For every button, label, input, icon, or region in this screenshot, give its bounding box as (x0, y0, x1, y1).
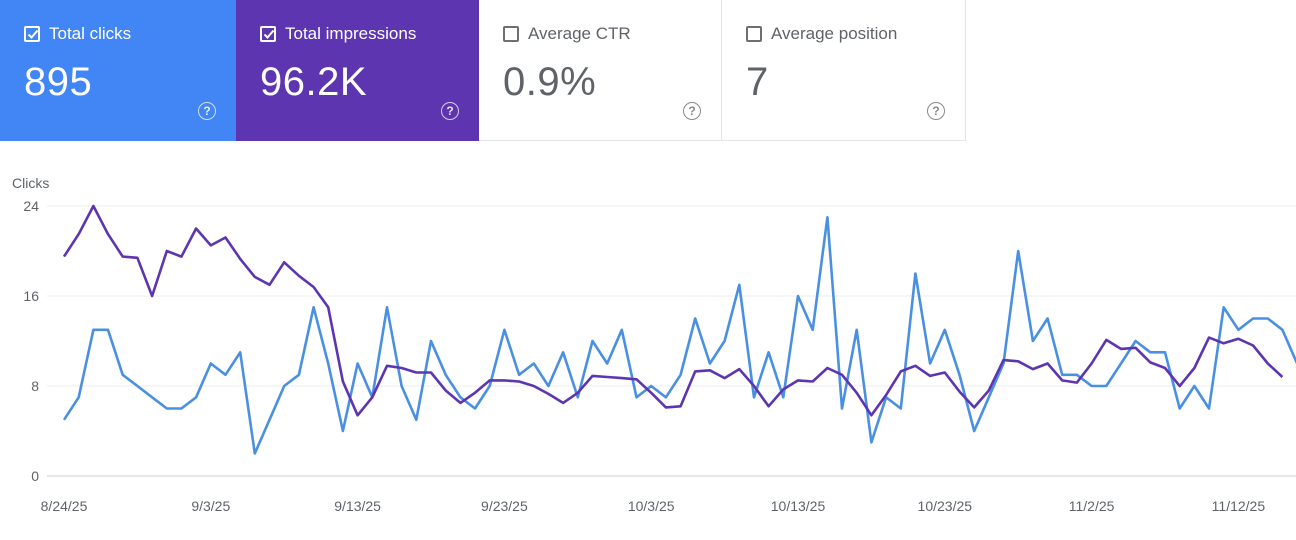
average-position-value: 7 (746, 60, 769, 104)
y-tick-label: 8 (31, 378, 39, 394)
average-ctr-checkbox[interactable] (503, 26, 519, 42)
average-position-checkbox[interactable] (746, 26, 762, 42)
average-position-label: Average position (771, 24, 898, 43)
x-tick-label: 10/13/25 (771, 498, 826, 514)
total-clicks-card[interactable]: Total clicks 895 ? (0, 0, 236, 141)
y-tick-label: 24 (23, 198, 39, 214)
x-tick-label: 8/24/25 (41, 498, 88, 514)
x-tick-label: 9/13/25 (334, 498, 381, 514)
average-position-card[interactable]: Average position 7 ? (722, 0, 966, 141)
gridlines (47, 205, 1296, 477)
help-icon[interactable]: ? (441, 102, 459, 120)
checkmark-icon (27, 29, 39, 39)
total-clicks-label: Total clicks (49, 24, 132, 43)
x-tick-label: 9/23/25 (481, 498, 528, 514)
impressions-series-line (62, 204, 1284, 417)
x-axis-ticks: 8/24/25 9/3/25 9/13/25 9/23/25 10/3/25 10/13/… (41, 498, 1266, 514)
average-ctr-label: Average CTR (528, 24, 631, 43)
x-tick-label: 10/3/25 (628, 498, 675, 514)
average-ctr-value: 0.9% (503, 60, 597, 104)
x-tick-label: 11/2/25 (1069, 498, 1115, 514)
help-icon[interactable]: ? (198, 102, 216, 120)
total-impressions-card[interactable]: Total impressions 96.2K ? (236, 0, 479, 141)
clicks-series-line (62, 216, 1296, 455)
total-clicks-value: 895 (24, 60, 93, 104)
x-tick-label: 10/23/25 (918, 498, 973, 514)
y-axis-title: Clicks (12, 175, 49, 191)
help-icon[interactable]: ? (683, 102, 701, 120)
help-icon[interactable]: ? (927, 102, 945, 120)
y-tick-label: 16 (23, 288, 39, 304)
total-clicks-checkbox[interactable] (24, 26, 40, 42)
y-axis-ticks: 0 8 16 24 (23, 198, 39, 484)
performance-chart: Clicks 0 8 16 24 8/24/25 9/3/25 9/13/25 9/23/2… (12, 175, 1296, 514)
total-impressions-label: Total impressions (285, 24, 417, 43)
total-impressions-value: 96.2K (260, 60, 368, 104)
checkmark-icon (263, 29, 275, 39)
average-ctr-card[interactable]: Average CTR 0.9% ? (479, 0, 722, 141)
metric-cards: Total clicks 895 ? Total impressions 96.… (0, 0, 966, 141)
total-impressions-checkbox[interactable] (260, 26, 276, 42)
series-lines (62, 204, 1296, 455)
x-tick-label: 9/3/25 (191, 498, 230, 514)
y-tick-label: 0 (31, 468, 39, 484)
x-tick-label: 11/12/25 (1212, 498, 1266, 514)
